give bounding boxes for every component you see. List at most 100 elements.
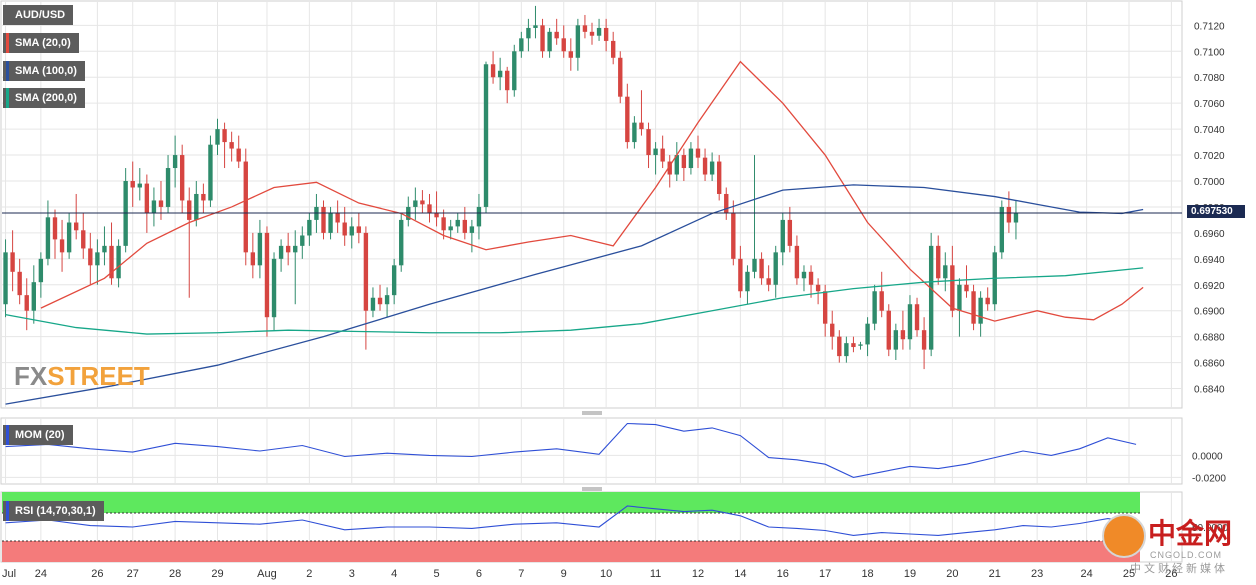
x-tick-label: 16 (777, 568, 789, 580)
x-tick-label: 17 (819, 568, 831, 580)
candle-body (427, 204, 432, 214)
candle-body (589, 31, 595, 36)
y-tick-label: 0.6880 (1194, 333, 1225, 344)
candle-body (709, 161, 715, 175)
candle-body (130, 181, 135, 188)
y-tick-label: 0.7060 (1194, 99, 1225, 110)
y-tick-label: 0.6900 (1194, 307, 1225, 318)
legend-label: SMA (200,0) (15, 92, 77, 104)
candle-body (716, 161, 722, 194)
candle-body (144, 183, 150, 214)
legend-swatch (6, 88, 9, 108)
candle-body (893, 330, 899, 350)
candle-body (540, 25, 545, 52)
candle-body (978, 297, 983, 324)
candle-body (370, 297, 376, 311)
candle-body (434, 213, 439, 218)
legend-swatch (6, 61, 9, 81)
candle-body (81, 230, 86, 249)
mom-y-tick-label: 0.0000 (1192, 451, 1223, 462)
candle-body (837, 336, 842, 357)
sma-line (5, 184, 1144, 405)
candle-body (738, 258, 743, 292)
candle-body (172, 155, 178, 169)
candle-body (307, 219, 312, 236)
candle-body (787, 219, 793, 246)
candle-body (222, 129, 227, 143)
candle-body (914, 304, 920, 331)
candle-body (363, 232, 369, 311)
candle-body (335, 213, 340, 223)
candle-body (568, 51, 573, 58)
candle-body (505, 70, 510, 91)
candle-body (10, 252, 15, 272)
x-tick-label: 24 (1080, 568, 1092, 580)
x-tick-label: 12 (692, 568, 704, 580)
x-tick-label: 27 (127, 568, 139, 580)
legend-mom[interactable]: MOM (20) (3, 425, 73, 445)
y-tick-label: 0.7080 (1194, 73, 1225, 84)
candle-body (731, 213, 736, 259)
candle-body (300, 235, 305, 246)
legend-sma100[interactable]: SMA (100,0) (3, 61, 85, 81)
candle-body (512, 51, 517, 91)
x-tick-label: Jul (2, 568, 16, 580)
candle-body (575, 25, 581, 58)
candle-body (964, 284, 969, 292)
candle-body (271, 258, 277, 318)
x-tick-label: 5 (433, 568, 439, 580)
x-tick-label: 7 (518, 568, 524, 580)
legend-sma20[interactable]: SMA (20,0) (3, 33, 79, 53)
candle-body (632, 122, 637, 143)
legend-rsi[interactable]: RSI (14,70,30,1) (3, 501, 104, 521)
candle-body (399, 219, 404, 266)
candle-body (533, 25, 538, 28)
candle-body (74, 222, 79, 231)
candle-body (179, 155, 185, 201)
candle-body (420, 200, 425, 205)
candle-body (971, 291, 976, 324)
candle-body (356, 226, 362, 233)
candle-body (618, 57, 623, 97)
candle-body (957, 284, 962, 311)
x-tick-label: 11 (650, 568, 661, 580)
candle-body (250, 252, 256, 266)
candle-body (985, 297, 990, 305)
fxstreet-logo: FXSTREET (14, 362, 150, 390)
candle-body (391, 265, 397, 296)
x-tick-label: 25 (1123, 568, 1135, 580)
legend-audusd[interactable]: AUD/USD (3, 5, 74, 25)
candle-body (441, 217, 446, 231)
legend-label: SMA (100,0) (15, 65, 77, 77)
x-tick-label: 14 (734, 568, 746, 580)
candle-body (257, 232, 263, 266)
legend-label: MOM (20) (15, 429, 65, 441)
candle-body (17, 271, 22, 296)
legend-sma200[interactable]: SMA (200,0) (3, 88, 85, 108)
candle-body (24, 295, 29, 311)
candle-body (377, 297, 383, 305)
candle-body (752, 258, 757, 272)
candle-body (328, 213, 333, 233)
candle-body (653, 148, 658, 156)
x-tick-label: 9 (561, 568, 567, 580)
candle-body (921, 330, 927, 350)
x-tick-label: 6 (476, 568, 482, 580)
candle-body (872, 291, 877, 324)
x-tick-label: 20 (946, 568, 958, 580)
candle-body (278, 245, 284, 259)
candle-body (236, 148, 241, 162)
legend-label: RSI (14,70,30,1) (15, 505, 96, 517)
candle-body (879, 291, 884, 311)
sma-line (5, 267, 1144, 335)
candle-body (38, 258, 44, 283)
candle-body (801, 271, 807, 279)
candle-body (745, 271, 750, 292)
candle-body (766, 278, 771, 285)
rsi-overbought-zone (2, 492, 1140, 513)
x-tick-label: 28 (169, 568, 181, 580)
candle-body (201, 193, 206, 201)
candle-body (702, 157, 708, 175)
rsi-oversold-zone (2, 541, 1140, 562)
